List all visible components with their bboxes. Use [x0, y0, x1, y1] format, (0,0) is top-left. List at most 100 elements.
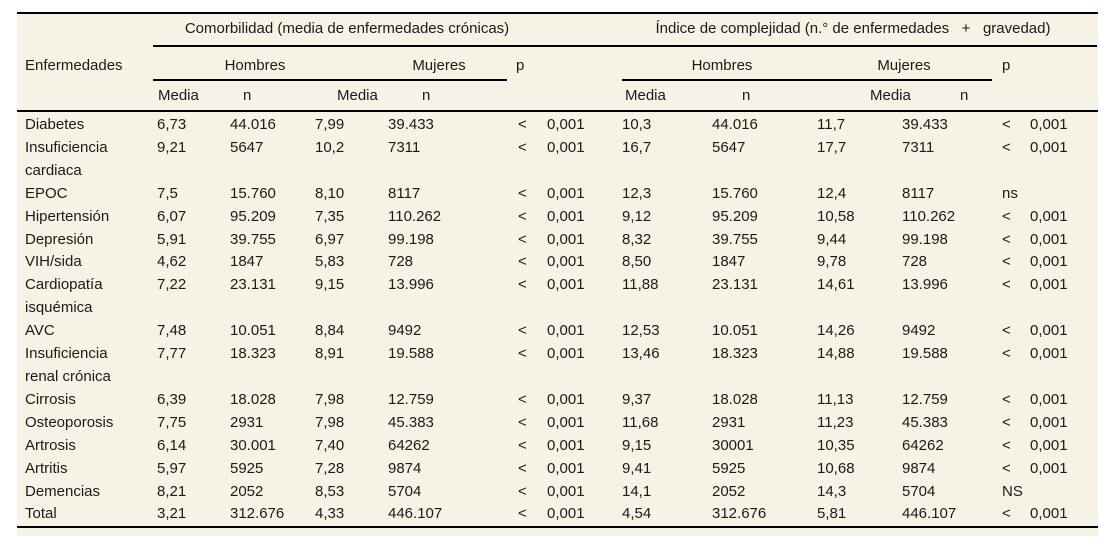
value-cell: 4,62: [157, 253, 187, 271]
value-cell: 64262: [902, 436, 944, 454]
value-cell: 10.051: [712, 322, 758, 340]
value-cell: 19.588: [902, 345, 948, 363]
value-cell: 39.433: [388, 116, 434, 133]
value-cell: <: [1002, 436, 1011, 454]
disease-cell: Diabetes: [25, 116, 85, 133]
mean-col-header-women-complexity: Media: [870, 87, 911, 104]
value-cell: 0,001: [547, 253, 585, 271]
value-cell: <: [518, 138, 527, 156]
disease-cell: Hipertensión: [25, 207, 110, 225]
row-header-enfermedades: Enfermedades: [25, 57, 123, 74]
value-cell: 0,001: [1030, 230, 1068, 248]
value-cell: 0,001: [547, 230, 585, 248]
value-cell: 9874: [902, 459, 936, 477]
value-cell: 11,23: [817, 413, 854, 431]
value-cell: 9,37: [622, 390, 652, 408]
value-cell: 5,81: [817, 505, 847, 523]
value-cell: 2052: [230, 482, 264, 500]
value-cell: 7,75: [157, 413, 187, 431]
value-cell: 5647: [230, 138, 264, 156]
value-cell: <: [1002, 345, 1011, 363]
header-body-rule: [17, 110, 1098, 112]
value-cell: 5,97: [157, 459, 187, 477]
value-cell: 6,97: [315, 230, 345, 248]
table-body: Diabetes 6,73 44.016 7,99 39.433 <0,001 10,3 44…: [17, 114, 1098, 526]
value-cell: 45.383: [388, 413, 434, 431]
value-cell: 9,78: [817, 253, 847, 271]
value-cell: 5,83: [315, 253, 345, 271]
value-cell: 45.383: [902, 413, 948, 431]
value-cell: 14,26: [817, 322, 855, 340]
value-cell: 11,13: [817, 390, 854, 408]
value-cell: <: [518, 345, 527, 363]
value-cell: 6,14: [157, 436, 187, 454]
data-table: Diabetes 6,73 44.016 7,99 39.433 <0,001 10,3 44…: [17, 114, 1098, 526]
disease-cell: Osteoporosis: [25, 413, 114, 431]
value-cell: 0,001: [1030, 505, 1068, 523]
value-cell: 19.588: [388, 345, 434, 363]
disease-cell: Cardiopatía isquémica: [25, 276, 103, 317]
table-row: Depresión 5,91 39.755 6,97 99.198 <0,001 8,32 3…: [17, 229, 1098, 252]
gender-header-rule-left: [153, 79, 507, 81]
p-subheader-complexity: p: [1002, 57, 1011, 74]
disease-cell: Artritis: [25, 459, 68, 477]
value-cell: <: [518, 116, 527, 133]
value-cell: 99.198: [902, 230, 948, 248]
value-cell: 11,68: [622, 413, 659, 431]
value-cell: 7,5: [157, 184, 178, 202]
value-cell: 0,001: [1030, 116, 1068, 133]
value-cell: 44.016: [230, 116, 276, 133]
value-cell: 110.262: [388, 207, 442, 225]
value-cell: 0,001: [547, 207, 585, 225]
value-cell: 0,001: [1030, 390, 1068, 408]
value-cell: 9,44: [817, 230, 847, 248]
table-row: Artrosis 6,14 30.001 7,40 64262 <0,001 9,15 300…: [17, 435, 1098, 458]
value-cell: 64262: [388, 436, 430, 454]
value-cell: 9492: [902, 322, 936, 340]
table-row: EPOC 7,5 15.760 8,10 8117 <0,001 12,3 15.760 12,…: [17, 183, 1098, 206]
value-cell: 8117: [388, 184, 421, 202]
value-cell: 12,53: [622, 322, 660, 340]
value-cell: 0,001: [1030, 207, 1068, 225]
men-subheader-comorbidity: Hombres: [224, 57, 286, 74]
value-cell: 0,001: [1030, 345, 1068, 363]
value-cell: 2931: [230, 413, 264, 431]
value-cell: 95.209: [712, 207, 758, 225]
table-row: Insuficiencia cardiaca 9,21 5647 10,2 7311 <0…: [17, 137, 1098, 183]
value-cell: [1030, 183, 1098, 206]
value-cell: 18.323: [712, 345, 758, 363]
value-cell: 0,001: [547, 116, 585, 133]
value-cell: <: [518, 184, 527, 202]
value-cell: 16,7: [622, 138, 652, 156]
value-cell: <: [518, 505, 527, 523]
value-cell: NS: [1002, 482, 1023, 500]
value-cell: 6,73: [157, 116, 187, 133]
value-cell: 0,001: [547, 345, 585, 363]
mean-col-header-men-complexity: Media: [625, 87, 666, 104]
value-cell: 23.131: [712, 276, 758, 294]
value-cell: 1847: [712, 253, 746, 271]
value-cell: 8,32: [622, 230, 652, 248]
table-top-rule: [17, 12, 1098, 14]
value-cell: 11,7: [817, 116, 846, 133]
value-cell: 8117: [902, 184, 935, 202]
value-cell: <: [518, 230, 527, 248]
n-col-header-women-comorbidity: n: [422, 87, 431, 104]
value-cell: 15.760: [712, 184, 758, 202]
value-cell: 12.759: [388, 390, 434, 408]
value-cell: 10,35: [817, 436, 855, 454]
value-cell: 0,001: [547, 436, 585, 454]
value-cell: 0,001: [1030, 436, 1068, 454]
disease-cell: Insuficiencia renal crónica: [25, 345, 111, 385]
value-cell: <: [518, 459, 527, 477]
value-cell: 0,001: [547, 482, 585, 500]
value-cell: 0,001: [547, 390, 585, 408]
value-cell: 39.433: [902, 116, 948, 133]
value-cell: 14,1: [622, 482, 652, 500]
value-cell: 0,001: [547, 459, 585, 477]
value-cell: 0,001: [1030, 138, 1068, 156]
value-cell: 10,2: [315, 138, 345, 156]
value-cell: 312.676: [230, 505, 285, 523]
value-cell: 8,10: [315, 184, 345, 202]
value-cell: 12,4: [817, 184, 847, 202]
